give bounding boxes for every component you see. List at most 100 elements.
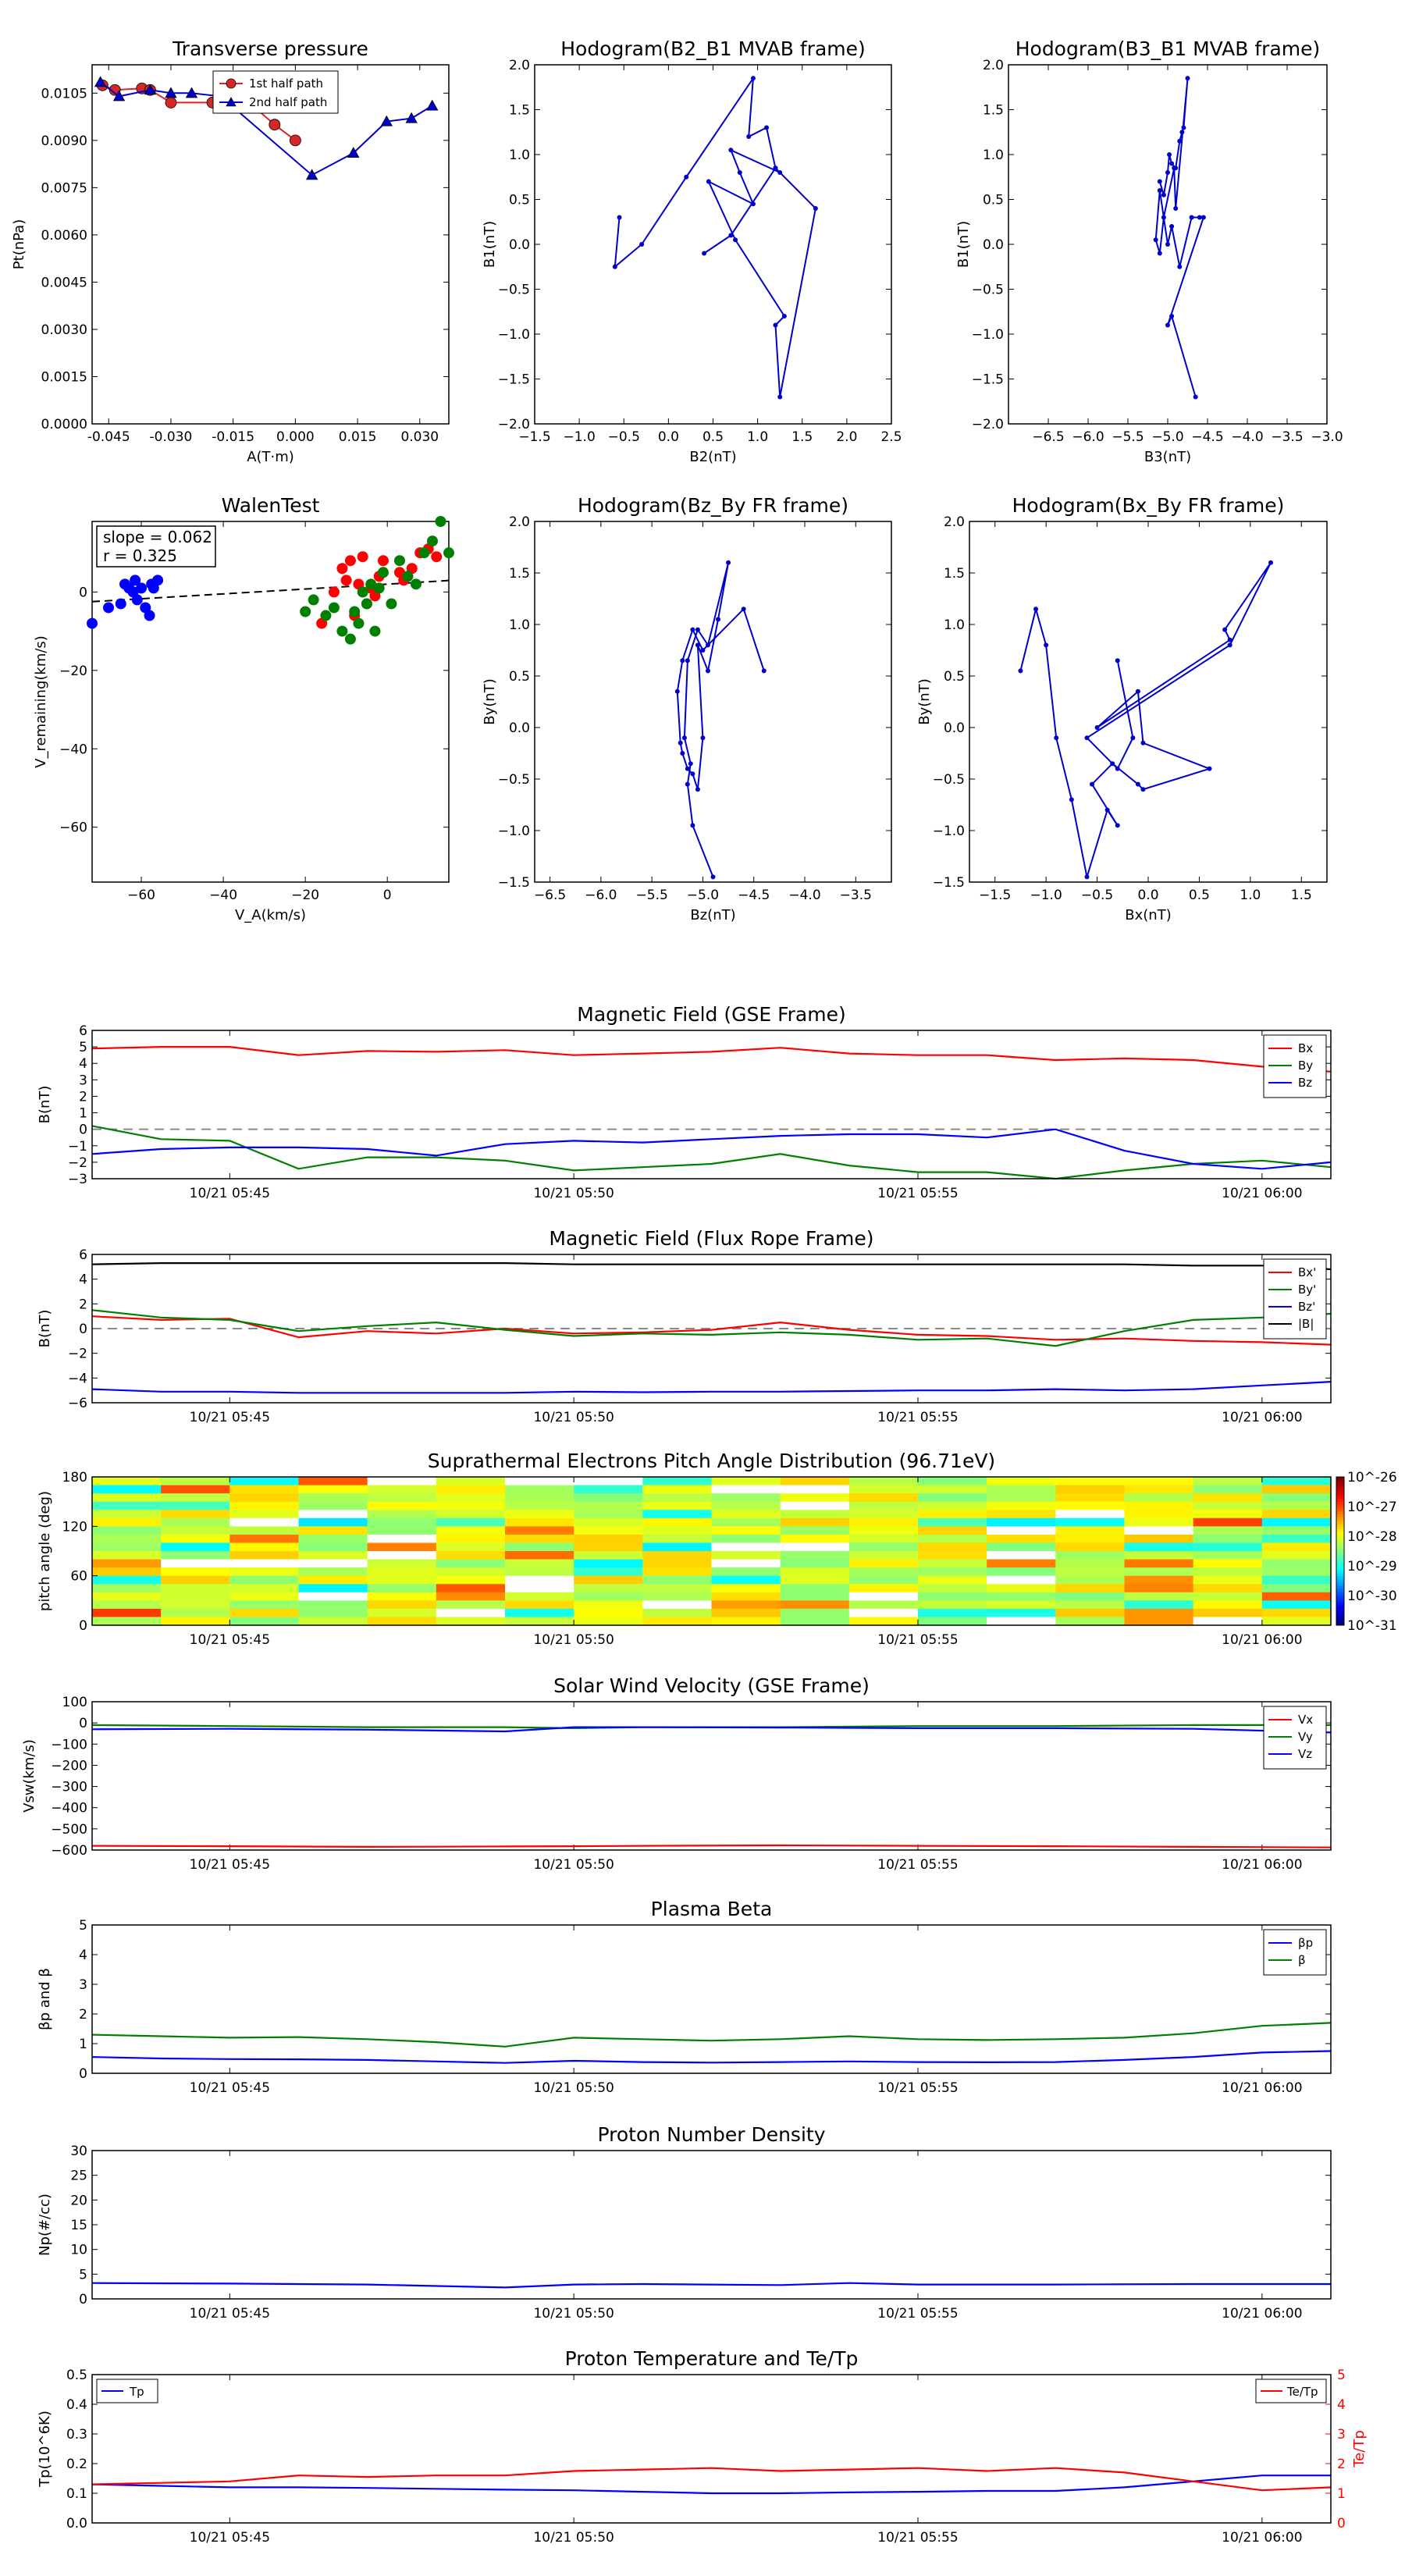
x-tick-label: 10/21 05:55 xyxy=(877,1857,958,1873)
heatmap-cell xyxy=(848,1510,919,1519)
heatmap-cell xyxy=(1193,1584,1263,1593)
h2-panel: Hodogram(B3_B1 MVAB frame) −6.5 −6.0 −5.5 −5… xyxy=(955,37,1343,465)
pt-panel: Transverse pressure -0.045 -0.030 -0.015 0.0… xyxy=(11,37,450,465)
data-point xyxy=(1094,725,1100,730)
heatmap-cell xyxy=(92,1551,162,1560)
data-point xyxy=(305,169,318,180)
heatmap-cell xyxy=(229,1592,299,1601)
colorbar-segment xyxy=(1336,1482,1344,1485)
series-line xyxy=(676,562,765,877)
heatmap-cell xyxy=(298,1493,368,1503)
legend: Vx Vy Vz xyxy=(1263,1706,1327,1770)
y-tick-label: 1.5 xyxy=(983,103,1004,119)
legend-label: Bx' xyxy=(1298,1265,1316,1279)
x-axis-label: B3(nT) xyxy=(1144,449,1191,465)
heatmap-cell xyxy=(298,1608,368,1617)
heatmap-cell xyxy=(642,1485,712,1494)
heatmap-cell xyxy=(505,1559,574,1568)
data-point xyxy=(1135,688,1140,694)
colorbar-segment xyxy=(1336,1486,1344,1490)
plot-frame xyxy=(534,521,892,883)
heatmap-cell xyxy=(1055,1584,1125,1593)
heatmap-cell xyxy=(780,1477,850,1486)
y-tick-label: 20 xyxy=(70,2193,87,2208)
x-tick-label: 10/21 05:50 xyxy=(533,2306,614,2322)
heatmap-cell xyxy=(918,1526,987,1535)
y-tick-label: 1.5 xyxy=(944,566,965,582)
data-point xyxy=(617,215,622,220)
heatmap-cell xyxy=(367,1608,437,1617)
scatter-point xyxy=(377,567,389,578)
y-tick-label-right: 2 xyxy=(1337,2457,1346,2472)
y-axis-label: Np(#/cc) xyxy=(37,2194,53,2256)
scatter-point xyxy=(336,625,348,637)
data-point xyxy=(688,761,693,767)
heatmap-cell xyxy=(1055,1559,1125,1568)
heatmap-cell xyxy=(92,1617,162,1626)
heatmap-cell xyxy=(367,1551,437,1560)
y-tick-label: 0.0090 xyxy=(41,133,87,149)
panel-title: Hodogram(Bz_By FR frame) xyxy=(578,494,848,517)
legend-label: By xyxy=(1298,1059,1313,1073)
data-point xyxy=(426,99,439,111)
y-tick-label: 0.1 xyxy=(66,2486,87,2502)
heatmap-cell xyxy=(918,1501,987,1510)
heatmap-cell xyxy=(298,1559,368,1568)
y-tick-label: −40 xyxy=(59,742,87,757)
colorbar-segment xyxy=(1336,1479,1344,1482)
data-point xyxy=(1222,627,1228,632)
x-tick-label: −0.5 xyxy=(608,429,640,445)
heatmap-cell xyxy=(367,1584,437,1593)
data-point xyxy=(1169,314,1175,318)
plot-frame xyxy=(534,64,892,425)
colorbar-segment xyxy=(1336,1543,1344,1547)
legend-box xyxy=(1255,2379,1327,2403)
heatmap-cell xyxy=(1124,1584,1194,1593)
heatmap-cell xyxy=(574,1551,643,1560)
data-point xyxy=(690,823,695,828)
data-point xyxy=(1018,668,1023,674)
x-tick-label: 10/21 05:50 xyxy=(533,1186,614,1201)
data-point xyxy=(705,668,710,674)
heatmap-cell xyxy=(918,1517,987,1527)
heatmap-cell xyxy=(298,1517,368,1527)
heatmap-cell xyxy=(229,1559,299,1568)
y-tick-label: 0.0030 xyxy=(41,322,87,338)
heatmap-cell xyxy=(711,1517,781,1527)
heatmap-cell xyxy=(987,1575,1056,1585)
colorbar-segment xyxy=(1336,1518,1344,1522)
data-point xyxy=(1115,823,1120,828)
heatmap-cell xyxy=(92,1493,162,1503)
heatmap-cell xyxy=(436,1510,506,1519)
x-tick-label: −60 xyxy=(127,888,155,903)
heatmap-cell xyxy=(642,1534,712,1543)
data-point xyxy=(612,264,617,269)
panel-title: WalenTest xyxy=(222,494,320,517)
y-axis-label: βp and β xyxy=(37,1968,53,2030)
heatmap-cell xyxy=(711,1477,781,1486)
heatmap-cell xyxy=(918,1617,987,1626)
data-point xyxy=(94,76,107,87)
heatmap-cell xyxy=(92,1584,162,1593)
heatmap-cell xyxy=(229,1477,299,1486)
scatter-point xyxy=(300,606,311,617)
heatmap-cell xyxy=(987,1493,1056,1503)
heatmap-cell xyxy=(642,1493,712,1503)
heatmap-cell xyxy=(436,1551,506,1560)
heatmap-cell xyxy=(298,1551,368,1560)
colorbar-segment xyxy=(1336,1492,1344,1495)
y-tick-label: 0.0 xyxy=(66,2516,87,2532)
heatmap-cell xyxy=(161,1501,230,1510)
heatmap-cell xyxy=(918,1485,987,1494)
plot-frame xyxy=(91,2150,1332,2300)
heatmap-cell xyxy=(1055,1567,1125,1577)
heatmap-cell xyxy=(1055,1575,1125,1585)
heatmap-cell xyxy=(229,1567,299,1577)
y-tick-label: −0.5 xyxy=(972,283,1004,298)
heatmap-cell xyxy=(436,1493,506,1503)
y-tick-label-right: 0 xyxy=(1337,2516,1346,2532)
heatmap-cell xyxy=(780,1542,850,1552)
heatmap-cell xyxy=(298,1477,368,1486)
data-point xyxy=(773,165,778,171)
heatmap-cell xyxy=(711,1501,781,1510)
